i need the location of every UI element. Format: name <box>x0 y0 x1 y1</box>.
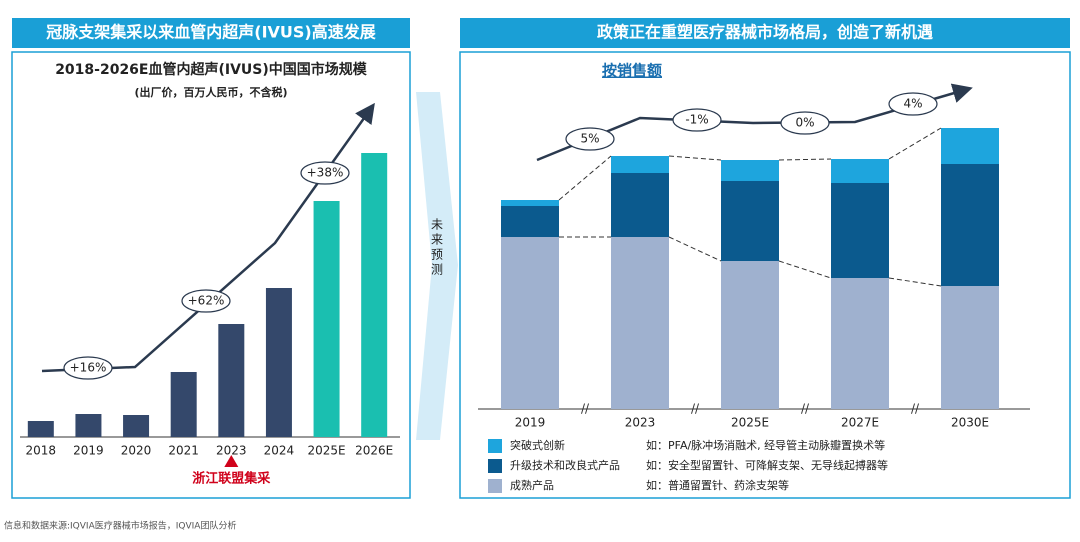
axis-break: // <box>581 402 590 416</box>
chart-title: 2018-2026E血管内超声(IVUS)中国国市场规模 <box>55 61 368 78</box>
annotation-bubble <box>181 289 231 313</box>
annotation-bubble <box>565 127 615 151</box>
bar-segment <box>831 278 889 409</box>
panel-header <box>12 18 410 48</box>
x-tick-label: 2030E <box>951 416 989 430</box>
growth-label: +16% <box>70 361 107 375</box>
x-tick-label: 2018 <box>26 444 57 458</box>
annotation-bubble <box>672 108 722 132</box>
x-tick-label: 2026E <box>355 444 393 458</box>
panel-box <box>11 51 411 499</box>
bar-segment <box>721 261 779 409</box>
bar-segment <box>501 206 559 237</box>
chart-subtitle: (出厂价，百万人民币，不含税) <box>134 85 287 99</box>
bar <box>361 153 388 437</box>
event-label: 浙江联盟集采 <box>192 471 271 487</box>
legend-examples: 如：普通留置针、药涂支架等 <box>646 478 789 492</box>
x-tick-label: 2025E <box>731 416 769 430</box>
panel-box <box>459 51 1071 499</box>
connector <box>778 260 832 279</box>
bar-segment <box>721 160 779 181</box>
source-note: 信息和数据来源:IQVIA医疗器械市场报告，IQVIA团队分析 <box>4 520 236 532</box>
divider-label: 未来预测 <box>430 218 444 278</box>
annotation-bubble <box>300 161 350 185</box>
x-tick-label: 2021 <box>168 444 199 458</box>
x-tick-label: 2020 <box>121 444 152 458</box>
legend-swatch <box>488 479 502 493</box>
event-marker <box>224 455 239 467</box>
x-tick-label: 2025E <box>308 444 346 458</box>
bar-segment <box>611 173 669 237</box>
connector <box>888 127 942 160</box>
growth-label: +62% <box>188 294 225 308</box>
bar-segment <box>721 181 779 261</box>
growth-label: -1% <box>685 113 708 127</box>
legend-label: 突破式创新 <box>510 438 565 452</box>
bar <box>170 372 197 437</box>
legend-swatch <box>488 459 502 473</box>
x-tick-label: 2023 <box>625 416 656 430</box>
chart-title: 按销售额 <box>602 62 662 80</box>
growth-label: 0% <box>795 116 814 130</box>
bar-segment <box>501 200 559 206</box>
x-tick-label: 2019 <box>515 416 546 430</box>
growth-label: 5% <box>580 132 599 146</box>
annotation-bubble <box>63 356 113 380</box>
bar-segment <box>831 183 889 278</box>
x-tick-label: 2027E <box>841 416 879 430</box>
legend-swatch <box>488 439 502 453</box>
x-tick-label: 2024 <box>264 444 295 458</box>
bar-segment <box>611 156 669 173</box>
bar <box>27 421 54 437</box>
connector <box>668 155 722 161</box>
bar <box>123 415 150 437</box>
axis-break: // <box>691 402 700 416</box>
bar-segment <box>941 286 999 409</box>
legend-examples: 如：安全型留置针、可降解支架、无导线起搏器等 <box>646 458 888 472</box>
growth-label: +38% <box>307 166 344 180</box>
growth-label: 4% <box>903 97 922 111</box>
connector <box>668 236 722 262</box>
bar <box>75 414 102 437</box>
annotation-bubble <box>888 92 938 116</box>
x-tick-label: 2023 <box>216 444 247 458</box>
x-tick-label: 2019 <box>73 444 104 458</box>
panel-title: 政策正在重塑医疗器械市场格局，创造了新机遇 <box>597 23 933 42</box>
connector <box>558 155 612 201</box>
legend-label: 升级技术和改良式产品 <box>510 458 620 472</box>
bar <box>265 288 292 437</box>
bar-segment <box>941 128 999 164</box>
bar <box>313 201 340 437</box>
divider-arrow <box>416 92 458 440</box>
panel-header <box>460 18 1070 48</box>
bar-segment <box>611 237 669 409</box>
axis-break: // <box>801 402 810 416</box>
legend-examples: 如：PFA/脉冲场消融术, 经导管主动脉瓣置换术等 <box>646 438 885 452</box>
bar-segment <box>501 237 559 409</box>
annotation-bubble <box>780 111 830 135</box>
panel-title: 冠脉支架集采以来血管内超声(IVUS)高速发展 <box>46 23 376 42</box>
connector <box>888 277 942 287</box>
legend-label: 成熟产品 <box>510 478 554 492</box>
axis-break: // <box>911 402 920 416</box>
bar <box>218 324 245 437</box>
bar-segment <box>831 159 889 183</box>
connector <box>778 158 832 161</box>
bar-segment <box>941 164 999 286</box>
